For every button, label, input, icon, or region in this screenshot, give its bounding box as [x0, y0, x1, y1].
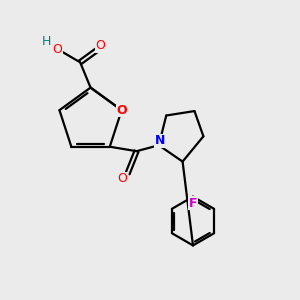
Text: F: F — [189, 197, 197, 210]
Text: O: O — [117, 172, 127, 185]
Text: N: N — [155, 134, 166, 147]
Text: O: O — [116, 104, 127, 117]
Text: O: O — [52, 43, 62, 56]
Text: H: H — [42, 35, 52, 48]
Text: O: O — [95, 40, 105, 52]
